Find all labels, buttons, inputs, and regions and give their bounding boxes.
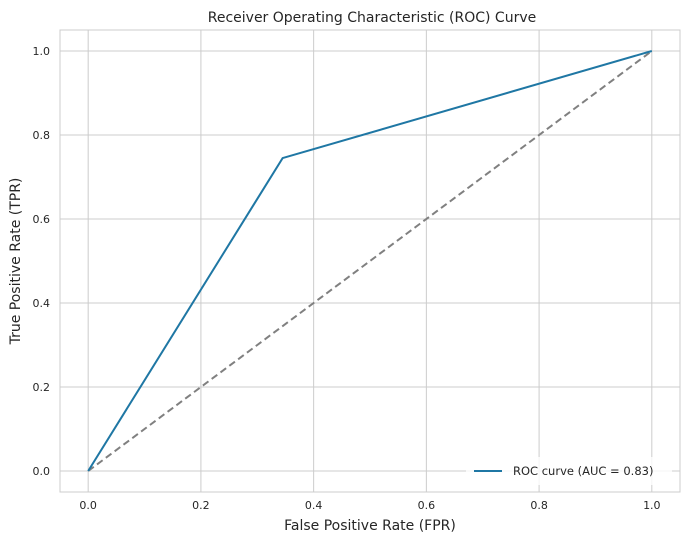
x-axis-label: False Positive Rate (FPR): [284, 518, 456, 534]
y-tick-label: 0.8: [33, 129, 51, 142]
chance-diagonal-line: [87, 50, 653, 472]
tick-labels: 0.0 0.2 0.4 0.6 0.8 1.0 0.0 0.2 0.4 0.6 0.8 1.0: [33, 45, 661, 512]
y-tick-label: 0.0: [33, 465, 51, 478]
roc-curve-line: [87, 50, 653, 472]
x-tick-label: 0.6: [418, 499, 436, 512]
y-axis-label: True Positive Rate (TPR): [8, 178, 24, 346]
x-tick-label: 0.4: [305, 499, 323, 512]
y-tick-label: 1.0: [33, 45, 51, 58]
y-tick-label: 0.2: [33, 381, 51, 394]
x-tick-label: 1.0: [643, 499, 661, 512]
y-tick-label: 0.6: [33, 213, 51, 226]
legend: ROC curve (AUC = 0.83): [466, 457, 672, 485]
x-tick-label: 0.0: [79, 499, 97, 512]
chart-title: Receiver Operating Characteristic (ROC) …: [208, 10, 537, 26]
y-tick-label: 0.4: [33, 297, 51, 310]
legend-label-roc: ROC curve (AUC = 0.83): [513, 464, 653, 478]
series-lines: [87, 50, 653, 472]
x-tick-label: 0.8: [530, 499, 548, 512]
x-tick-label: 0.2: [192, 499, 210, 512]
